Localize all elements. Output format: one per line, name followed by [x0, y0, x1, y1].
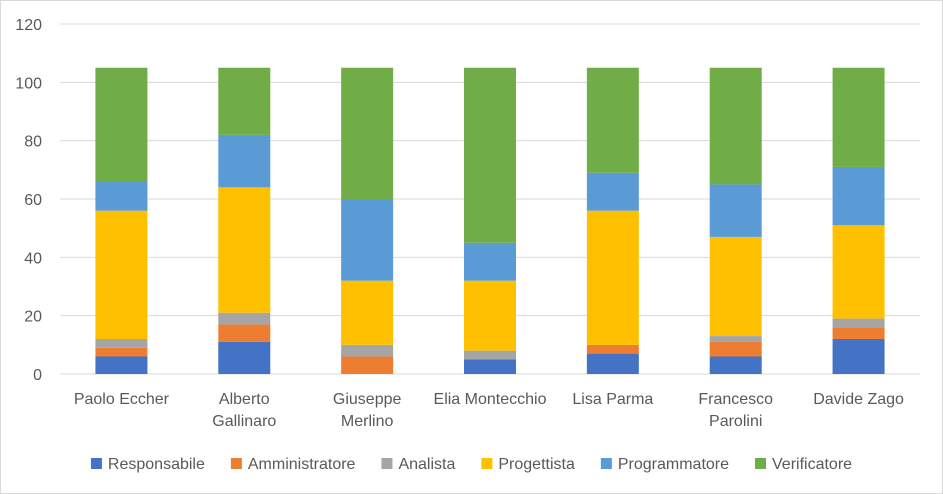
bar-segment-amministratore [218, 324, 271, 342]
x-tick-label: Alberto [219, 391, 270, 408]
bar-segment-verificatore [464, 67, 516, 243]
legend-swatch [230, 458, 242, 469]
legend-swatch [381, 458, 393, 469]
bar-segment-amministratore [341, 356, 394, 374]
bar-segment-analista [832, 318, 885, 328]
x-tick-label: Merlino [341, 413, 394, 430]
y-tick-label: 120 [15, 17, 42, 34]
bar-segment-amministratore [586, 344, 639, 354]
bar-segment-verificatore [586, 67, 639, 173]
bar-segment-programmatore [464, 242, 516, 281]
bar-segment-verificatore [95, 67, 148, 182]
legend-swatch [755, 458, 767, 469]
bar-segment-amministratore [95, 347, 148, 357]
y-tick-label: 0 [33, 367, 42, 384]
legend-swatch [481, 458, 493, 469]
x-tick-label: Paolo Eccher [74, 391, 170, 408]
bar-segment-progettista [832, 225, 885, 319]
bar-segment-analista [464, 350, 516, 360]
x-tick-label: Lisa Parma [572, 391, 653, 408]
bar-segment-verificatore [218, 67, 271, 135]
x-tick-label: Parolini [709, 413, 762, 430]
bar-segment-progettista [218, 187, 271, 313]
x-tick-label: Elia Montecchio [434, 391, 547, 408]
x-tick-label: Giuseppe [333, 391, 402, 408]
legend-label: Progettista [498, 456, 575, 473]
bar-segment-responsabile [709, 356, 762, 374]
bar-segment-responsabile [586, 353, 639, 374]
bar-segment-progettista [586, 210, 639, 345]
bar-segment-analista [95, 339, 148, 348]
bar-segment-programmatore [709, 184, 762, 237]
legend-label: Analista [398, 456, 455, 473]
bar-segment-amministratore [832, 327, 885, 339]
bar-segment-responsabile [832, 339, 885, 374]
x-tick-label: Gallinaro [212, 413, 276, 430]
x-tick-label: Davide Zago [813, 391, 904, 408]
bar-segment-programmatore [832, 166, 885, 226]
legend-label: Verificatore [772, 456, 852, 473]
y-tick-label: 100 [15, 75, 42, 92]
y-tick-label: 80 [24, 134, 42, 151]
bar-segment-verificatore [341, 67, 394, 199]
y-tick-label: 60 [24, 192, 42, 209]
bar-segment-analista [218, 312, 271, 325]
bar-segment-progettista [95, 210, 148, 339]
bar-segment-programmatore [218, 134, 271, 188]
bar-segment-responsabile [95, 356, 148, 374]
bar-segment-programmatore [341, 199, 394, 281]
bar-segment-progettista [709, 236, 762, 337]
legend-label: Programmatore [618, 456, 729, 473]
bar-segment-amministratore [709, 341, 762, 357]
bar-segment-progettista [341, 280, 394, 345]
legend-swatch [600, 458, 612, 469]
bar-segment-responsabile [218, 341, 271, 374]
legend-swatch [90, 458, 102, 469]
y-tick-label: 40 [24, 250, 42, 267]
bar-segment-programmatore [586, 172, 639, 211]
bar-segment-responsabile [464, 359, 516, 374]
x-tick-label: Francesco [698, 391, 773, 408]
bar-segment-analista [709, 336, 762, 342]
legend-label: Amministratore [248, 456, 356, 473]
bar-segment-progettista [464, 280, 516, 351]
bar-segment-verificatore [709, 67, 762, 185]
bar-segment-verificatore [832, 67, 885, 167]
bar-segment-programmatore [95, 181, 148, 211]
legend-label: Responsabile [108, 456, 205, 473]
bar-segment-analista [341, 344, 394, 357]
y-tick-label: 20 [24, 309, 42, 326]
